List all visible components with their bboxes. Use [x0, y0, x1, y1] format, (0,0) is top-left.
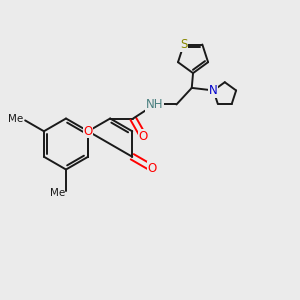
Text: Me: Me [8, 114, 24, 124]
Text: O: O [83, 125, 93, 138]
Text: O: O [139, 130, 148, 143]
Text: S: S [180, 38, 188, 51]
Text: Me: Me [50, 188, 65, 198]
Text: N: N [209, 84, 218, 97]
Text: O: O [148, 162, 157, 175]
Text: NH: NH [146, 98, 164, 111]
